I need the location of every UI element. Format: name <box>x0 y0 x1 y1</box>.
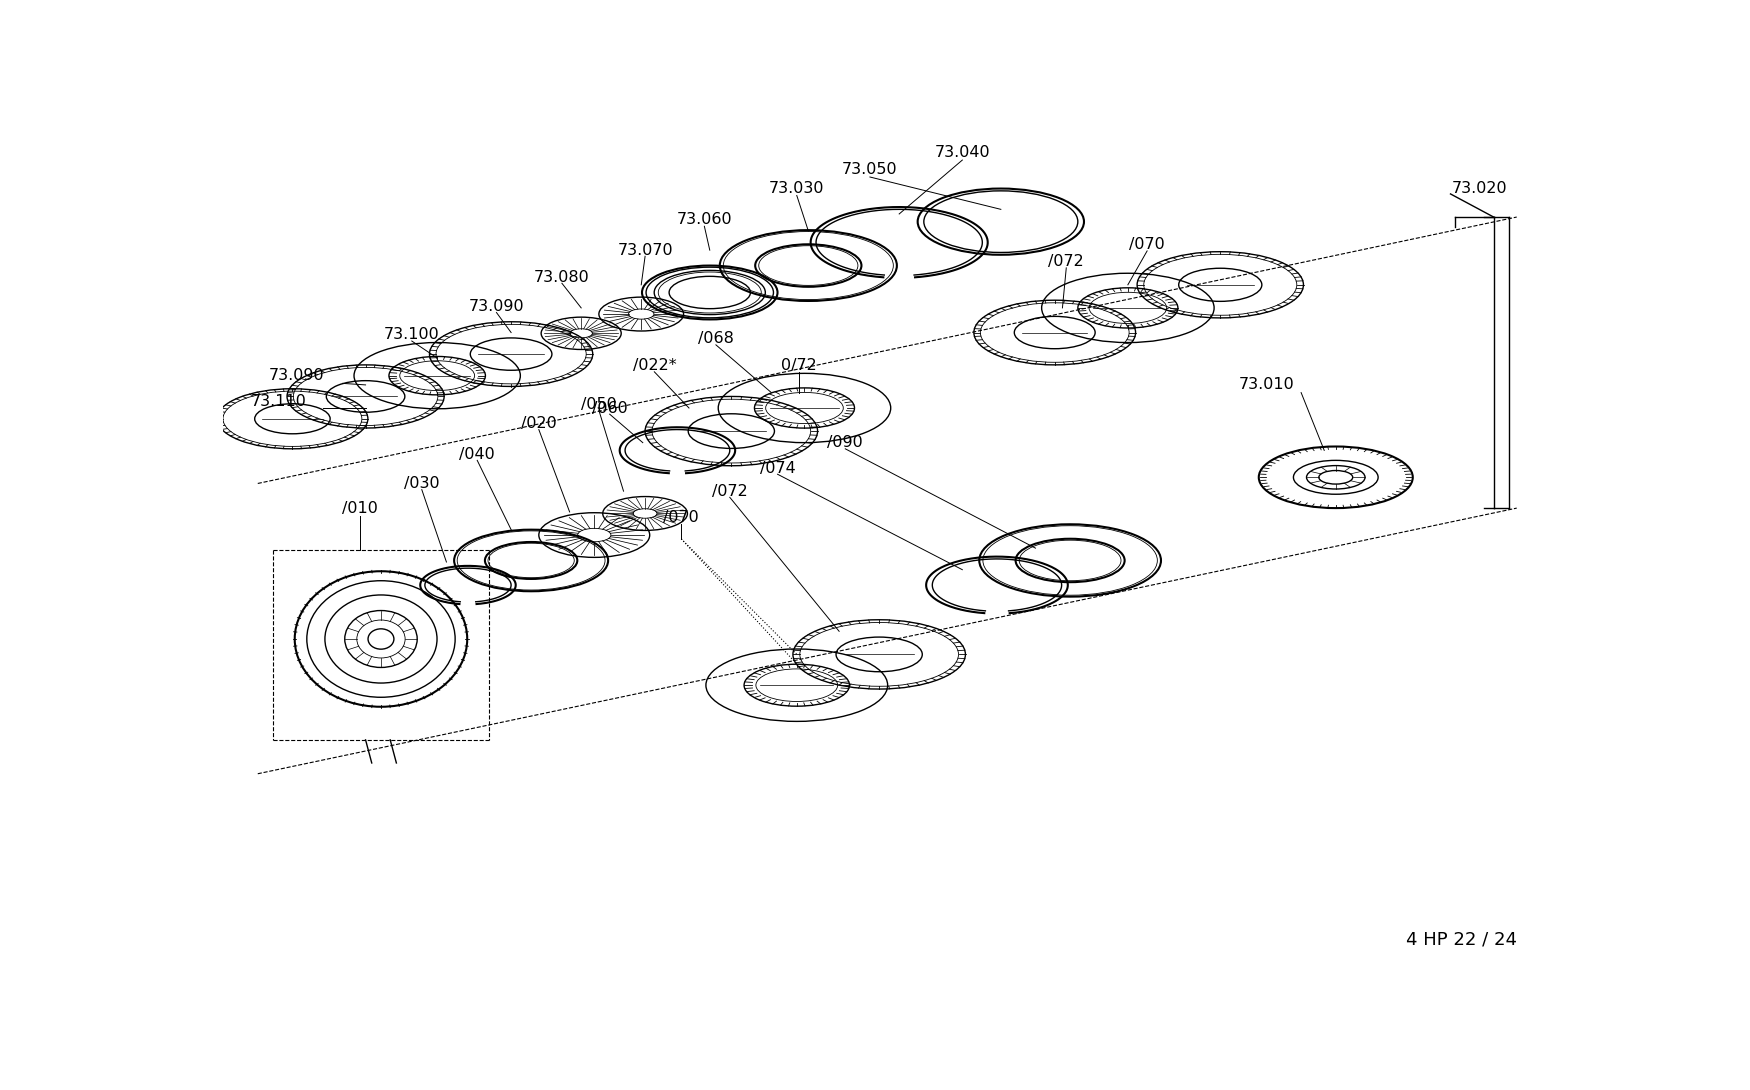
Text: 73.050: 73.050 <box>842 161 898 177</box>
Text: 73.020: 73.020 <box>1451 181 1507 196</box>
Text: 73.110: 73.110 <box>250 395 306 410</box>
Text: /022*: /022* <box>632 359 676 373</box>
Text: 73.040: 73.040 <box>934 145 990 160</box>
Text: /060: /060 <box>592 400 628 415</box>
Text: 73.090: 73.090 <box>268 368 324 384</box>
Text: /050: /050 <box>581 397 616 412</box>
Text: 4 HP 22 / 24: 4 HP 22 / 24 <box>1405 930 1517 948</box>
Text: /072: /072 <box>712 484 747 498</box>
Text: /030: /030 <box>404 476 439 490</box>
Text: /040: /040 <box>458 447 495 462</box>
Text: 73.060: 73.060 <box>677 211 732 227</box>
Text: 73.010: 73.010 <box>1239 377 1295 392</box>
Text: /070: /070 <box>663 510 700 525</box>
Text: /090: /090 <box>828 435 863 450</box>
Text: /068: /068 <box>698 331 733 347</box>
Text: /010: /010 <box>343 500 378 516</box>
Text: 0/72: 0/72 <box>780 359 817 373</box>
Text: 73.080: 73.080 <box>534 269 590 284</box>
Text: /070: /070 <box>1129 238 1166 252</box>
Text: 73.100: 73.100 <box>383 327 439 342</box>
Text: 73.090: 73.090 <box>469 299 525 314</box>
Text: 73.070: 73.070 <box>618 243 674 257</box>
Text: /074: /074 <box>760 461 796 475</box>
Text: /072: /072 <box>1048 254 1085 269</box>
Text: 73.030: 73.030 <box>768 181 824 196</box>
Text: /020: /020 <box>522 416 556 431</box>
